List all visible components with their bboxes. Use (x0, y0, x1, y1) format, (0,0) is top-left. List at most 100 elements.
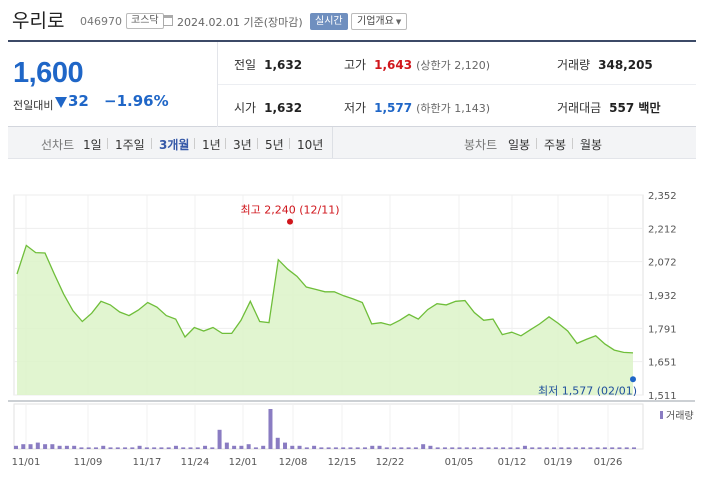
candle-chart-title: 봉차트 (464, 138, 498, 152)
volume-bar (261, 445, 266, 449)
volume-bar (442, 447, 447, 449)
stat-high: 고가 1,643 (상한가 2,120) (344, 56, 490, 73)
volume-bar (246, 444, 251, 449)
price-chart-svg: 2,352 2,212 2,072 1,932 1,791 1,651 1,511 11/01… (8, 191, 695, 468)
volume-bar (35, 442, 40, 449)
line-chart-title: 선차트 (41, 138, 75, 152)
period-tab[interactable]: 3년 (233, 138, 252, 152)
volume-bar (290, 445, 295, 449)
volume-bar (137, 445, 142, 449)
volume-bar (428, 445, 433, 449)
volume-bar (21, 444, 26, 449)
volume-bar (537, 447, 542, 449)
stat-amount: 거래대금 557 백만 (557, 99, 660, 116)
volume-bar (573, 447, 578, 449)
volume-bar (392, 447, 397, 449)
x-tick-label: 12/01 (229, 457, 258, 468)
volume-bar (319, 447, 324, 449)
period-tab[interactable]: 5년 (265, 138, 284, 152)
volume-bar (632, 447, 636, 449)
volume-bar (57, 445, 62, 449)
volume-bar (399, 447, 404, 449)
x-tick-label: 11/01 (12, 457, 41, 468)
period-tab[interactable]: 1일 (83, 138, 102, 152)
stat-label: 시가 (234, 101, 257, 115)
period-tab[interactable]: 1주일 (115, 138, 145, 152)
volume-bar (72, 445, 77, 449)
volume-bar (413, 447, 418, 449)
max-marker (287, 218, 293, 225)
volume-bar (115, 447, 120, 449)
volume-bar (93, 447, 98, 449)
stat-value: 1,632 (264, 101, 303, 115)
company-overview-dropdown[interactable]: 기업개요 ▼ (351, 13, 408, 30)
candle-tab[interactable]: 주봉 (544, 138, 567, 152)
x-tick-label: 11/09 (74, 457, 103, 468)
period-tab[interactable]: 1년 (202, 138, 221, 152)
stat-label: 고가 (344, 58, 367, 72)
upper-limit: (상한가 2,120) (416, 59, 490, 72)
x-tick-label: 01/12 (498, 457, 527, 468)
volume-bar (130, 447, 135, 449)
current-price: 1,600 (13, 57, 84, 89)
volume-bar (602, 447, 607, 449)
volume-bar (617, 447, 622, 449)
candle-tab[interactable]: 일봉 (508, 138, 531, 152)
volume-bar (86, 447, 91, 449)
volume-bar (14, 445, 18, 449)
period-tab[interactable]: 3개월 (159, 138, 190, 152)
x-tick-label: 11/17 (133, 457, 162, 468)
volume-bar (181, 447, 186, 449)
volume-bar (624, 447, 629, 449)
change-rate: −1.96% (104, 92, 169, 110)
volume-bar (217, 429, 222, 449)
volume-bar (101, 445, 106, 449)
stat-value: 1,643 (374, 58, 413, 72)
volume-bar (108, 447, 113, 449)
separator (151, 138, 152, 149)
volume-bar (28, 444, 33, 449)
volume-bar (210, 447, 215, 449)
volume-bar (479, 447, 484, 449)
y-tick-label: 2,072 (648, 258, 677, 269)
volume-frame (13, 403, 644, 450)
volume-bar (159, 447, 164, 449)
change-label: 전일대비 (13, 99, 54, 112)
volume-bar (166, 447, 171, 449)
x-tick-label: 12/08 (279, 457, 308, 468)
period-tab[interactable]: 10년 (297, 138, 324, 152)
stat-low: 저가 1,577 (하한가 1,143) (344, 99, 490, 116)
volume-bar (224, 442, 229, 449)
volume-bar (203, 445, 208, 449)
stat-label: 거래대금 (557, 101, 602, 115)
period-selector: 선차트 1일 1주일 3개월 1년 3년 5년 10년 봉차트 일봉 주봉 월봉 (8, 127, 696, 159)
candle-tab[interactable]: 월봉 (580, 138, 603, 152)
volume-bar (195, 447, 200, 449)
volume-bar (253, 447, 258, 449)
volume-bar (79, 447, 84, 449)
stat-value: 557 백만 (609, 101, 661, 115)
volume-bar (173, 445, 178, 449)
volume-bar (508, 447, 513, 449)
volume-bar (501, 447, 506, 449)
realtime-button[interactable]: 실시간 (310, 13, 348, 30)
volume-bar (283, 442, 288, 449)
volume-bar (559, 447, 564, 449)
x-tick-label: 01/26 (594, 457, 623, 468)
volume-bar (472, 447, 477, 449)
volume-bar (493, 447, 498, 449)
stat-label: 전일 (234, 58, 257, 72)
max-annotation: 최고 2,240 (12/11) (240, 204, 339, 217)
current-price-box: 1,600 전일대비 32 −1.96% (8, 42, 218, 127)
stat-volume: 거래량 348,205 (557, 56, 653, 73)
volume-bar (610, 447, 615, 449)
volume-bar (450, 447, 455, 449)
price-chart: 2,352 2,212 2,072 1,932 1,791 1,651 1,511 11/01… (0, 160, 703, 483)
market-badge: 코스닥 (126, 13, 164, 29)
separator (225, 138, 226, 149)
volume-bar (188, 447, 193, 449)
volume-bar (566, 447, 571, 449)
volume-bar (152, 447, 157, 449)
volume-bar (312, 445, 317, 449)
company-overview-label: 기업개요 (357, 16, 394, 27)
